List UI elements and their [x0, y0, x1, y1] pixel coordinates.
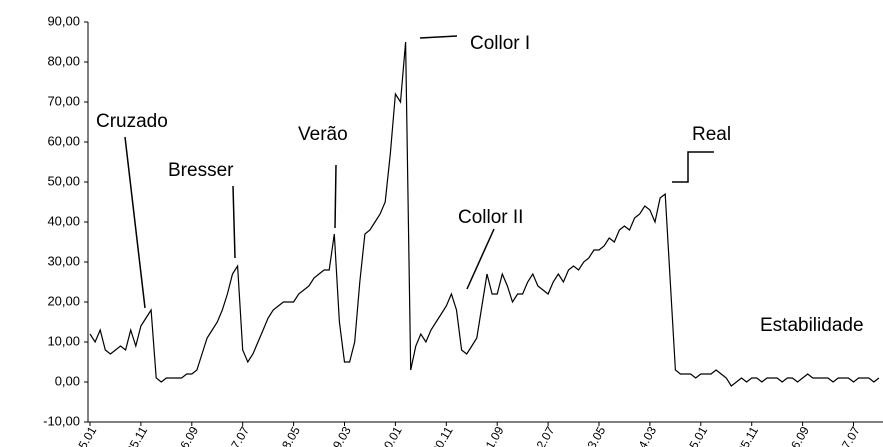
x-tick-label: 1991.09	[473, 424, 507, 447]
annotation-pointer	[232, 185, 236, 259]
annotation: Verão	[298, 124, 348, 145]
annotation-pointer	[466, 228, 495, 290]
annotation: Collor I	[470, 33, 530, 54]
y-tick-label: 0,00	[55, 373, 80, 388]
x-tick-label: 1989.03	[320, 424, 354, 447]
annotation: Bresser	[168, 160, 234, 181]
x-tick-label: 1995.11	[728, 424, 762, 447]
line	[89, 41, 880, 387]
y-tick-label: 90,00	[47, 13, 80, 28]
annotation: Cruzado	[96, 111, 168, 132]
y-tick-label: 80,00	[47, 53, 80, 68]
x-tick-label: 1990.11	[422, 424, 456, 447]
x-tick-label: 1996.09	[778, 424, 812, 447]
x-tick-label: 1988.05	[269, 424, 303, 447]
y-tick-label: 70,00	[47, 93, 80, 108]
x-tick-label: 1985.11	[117, 424, 151, 447]
y-tick-label: 60,00	[47, 133, 80, 148]
y-tick-label: 50,00	[47, 173, 80, 188]
y-tick-label: 30,00	[47, 253, 80, 268]
x-tick-label: 1997.07	[829, 424, 863, 447]
annotation-pointer	[334, 164, 337, 229]
y-tick-label: 20,00	[47, 293, 80, 308]
annotation: Estabilidade	[760, 315, 864, 336]
x-tick-label: 1987.07	[218, 424, 252, 447]
annotation-pointer	[124, 136, 146, 309]
y-tick-label: 40,00	[47, 213, 80, 228]
annotation: Collor II	[458, 207, 523, 228]
x-tick-label: 1986.09	[167, 424, 201, 447]
y-tick-label: 10,00	[47, 333, 80, 348]
x-tick-label: 1993.05	[575, 424, 609, 447]
y-tick-label: -10,00	[43, 413, 80, 428]
annotation: Real	[692, 124, 731, 145]
x-tick-label: 1990.01	[371, 424, 405, 447]
x-tick-label: 1995.01	[676, 424, 710, 447]
annotation-pointer	[672, 151, 714, 183]
x-tick-label: 1994.03	[625, 424, 659, 447]
annotation-pointer	[419, 35, 458, 39]
x-tick-label: 1992.07	[524, 424, 558, 447]
